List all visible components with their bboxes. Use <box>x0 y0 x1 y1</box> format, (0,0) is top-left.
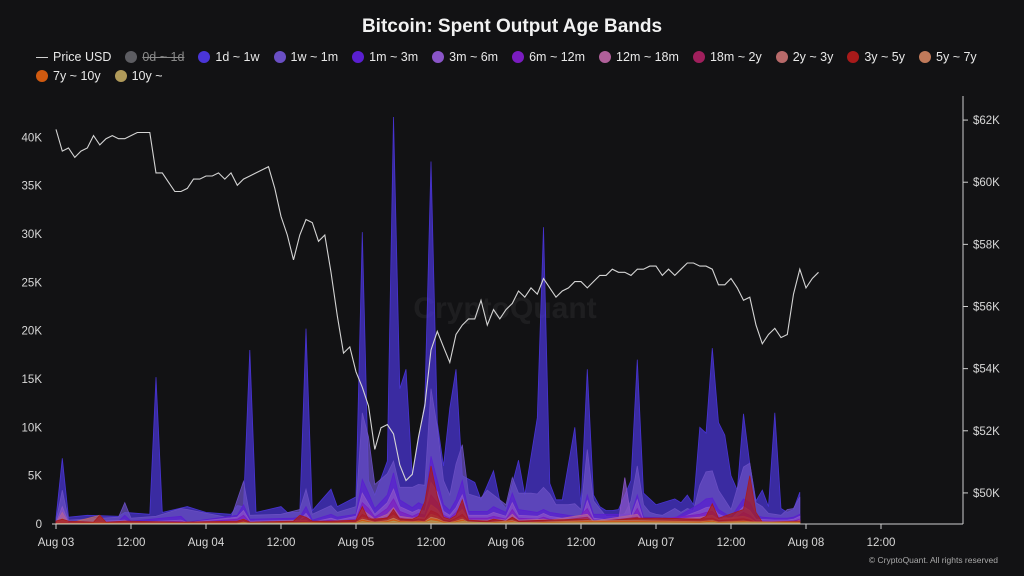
legend-label: 6m ~ 12m <box>529 50 586 64</box>
legend-item-3y-5y[interactable]: 3y ~ 5y <box>847 49 905 65</box>
legend-line-swatch <box>36 56 48 58</box>
x-tick-label: 12:00 <box>567 537 596 549</box>
legend-label: 2y ~ 3y <box>792 50 834 64</box>
legend-label: 12m ~ 18m <box>616 50 679 64</box>
legend-item-18m-2y[interactable]: 18m ~ 2y <box>692 49 762 65</box>
y-right-tick-label: $58K <box>973 239 1000 251</box>
legend-label: 1m ~ 3m <box>369 50 419 64</box>
legend-color-swatch <box>114 70 127 82</box>
legend-color-swatch <box>198 51 211 63</box>
y-right-tick-label: $60K <box>973 177 1000 189</box>
y-right-tick-label: $54K <box>973 364 1000 376</box>
watermark: CryptoQuant <box>413 292 596 325</box>
legend-label: 0d ~ 1d <box>142 50 185 64</box>
x-tick-label: 12:00 <box>117 537 146 549</box>
area-series-1d-1w[interactable] <box>55 116 801 525</box>
legend-item-2y-3y[interactable]: 2y ~ 3y <box>775 49 834 65</box>
copyright-notice: © CryptoQuant. All rights reserved <box>868 555 998 565</box>
x-tick-label: Aug 05 <box>338 537 374 549</box>
chart-title: Bitcoin: Spent Output Age Bands <box>361 16 663 37</box>
y-left-tick-label: 30K <box>22 229 43 241</box>
legend-label: 3m ~ 6m <box>449 50 499 64</box>
y-left-tick-label: 0 <box>36 519 42 531</box>
legend-color-swatch <box>352 51 365 63</box>
x-tick-label: 12:00 <box>717 537 746 549</box>
legend-color-swatch <box>919 51 932 63</box>
legend-color-swatch <box>599 51 612 63</box>
legend-item-1d-1w[interactable]: 1d ~ 1w <box>198 49 260 65</box>
y-right-tick-label: $62K <box>973 115 1000 127</box>
legend-color-swatch <box>273 51 286 63</box>
legend-item-1m-3m[interactable]: 1m ~ 3m <box>352 49 418 65</box>
legend-item-5y-7y[interactable]: 5y ~ 7y <box>919 49 977 65</box>
legend-label: 1d ~ 1w <box>215 50 260 64</box>
legend-color-swatch <box>512 51 525 63</box>
legend-color-swatch <box>36 70 48 82</box>
x-tick-label: Aug 07 <box>638 537 674 549</box>
chart-legend: Price USD 0d ~ 1d 1d ~ 1w 1w ~ 1m 1m ~ 3m 3m … <box>36 49 996 84</box>
legend-color-swatch <box>775 51 788 63</box>
legend-item-7y-10y[interactable]: 7y ~ 10y <box>36 68 101 84</box>
legend-label: 7y ~ 10y <box>53 69 101 83</box>
area-series-10y[interactable] <box>55 520 801 525</box>
x-tick-label: Aug 03 <box>38 537 74 549</box>
price-usd-line[interactable] <box>55 129 819 482</box>
legend-label: 1w ~ 1m <box>290 50 339 64</box>
legend-item-1w-1m[interactable]: 1w ~ 1m <box>273 49 339 65</box>
y-left-tick-label: 40K <box>22 132 43 144</box>
y-right-tick-label: $56K <box>973 302 1000 314</box>
y-left-tick-label: 15K <box>22 374 43 386</box>
legend-label: Price USD <box>53 50 112 64</box>
y-left-tick-label: 25K <box>22 277 43 289</box>
legend-item-3m-6m[interactable]: 3m ~ 6m <box>432 49 498 65</box>
legend-color-swatch <box>432 51 445 63</box>
legend-label: 10y ~ <box>131 69 163 83</box>
area-series-group <box>55 116 801 525</box>
legend-label: 5y ~ 7y <box>936 50 977 64</box>
area-series-1w-1m[interactable] <box>55 388 801 525</box>
x-tick-label: Aug 04 <box>188 537 225 549</box>
legend-item-6m-12m[interactable]: 6m ~ 12m <box>512 49 585 65</box>
y-left-tick-label: 5K <box>28 471 42 483</box>
y-right-tick-label: $50K <box>973 488 1000 500</box>
x-tick-label: 12:00 <box>417 537 446 549</box>
legend-color-swatch <box>125 51 138 63</box>
x-tick-label: 12:00 <box>267 537 296 549</box>
y-left-tick-label: 20K <box>22 326 43 338</box>
y-right-tick-label: $52K <box>973 426 1000 438</box>
x-tick-label: Aug 06 <box>488 537 524 549</box>
legend-label: 3y ~ 5y <box>864 50 906 64</box>
legend-item-price-usd[interactable]: Price USD <box>36 49 111 65</box>
legend-item-12m-18m[interactable]: 12m ~ 18m <box>599 49 679 65</box>
x-tick-label: Aug 08 <box>788 537 824 549</box>
y-left-tick-label: 35K <box>22 181 43 193</box>
axes-group: Aug 03 12:00 Aug 04 12:00 Aug 05 12:00 Aug 06 1… <box>22 96 1000 549</box>
y-left-tick-label: 10K <box>22 422 43 434</box>
legend-color-swatch <box>692 51 705 63</box>
x-tick-label: 12:00 <box>867 537 896 549</box>
legend-label: 18m ~ 2y <box>709 50 762 64</box>
legend-item-0d-1d[interactable]: 0d ~ 1d <box>125 49 184 65</box>
legend-item-10y[interactable]: 10y ~ <box>114 68 163 84</box>
legend-color-swatch <box>847 51 860 63</box>
area-series-3y-5y[interactable] <box>55 465 801 525</box>
price-line-group <box>55 129 819 482</box>
